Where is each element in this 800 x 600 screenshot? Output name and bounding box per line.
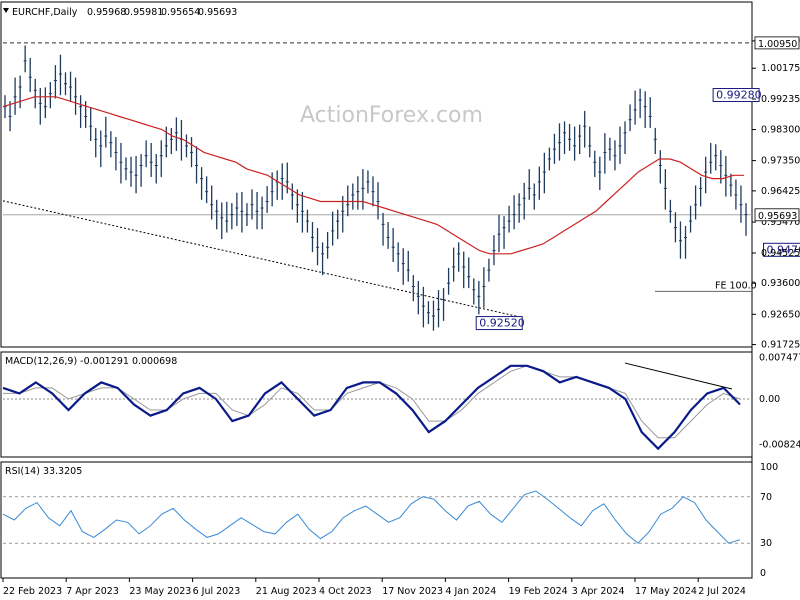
- ohlc-low: 0.95654: [161, 7, 200, 18]
- y-tick-label: 0.96425: [761, 186, 800, 197]
- macd-line: [2, 364, 741, 451]
- annotation-label: 0.92520: [479, 317, 525, 330]
- collapse-triangle-icon[interactable]: [3, 8, 9, 13]
- x-tick-label: 23 May 2023: [129, 586, 191, 597]
- support-trendline: [2, 200, 519, 318]
- panel-frame: [0, 461, 753, 579]
- fe-label: FE 100.0: [715, 280, 757, 291]
- rsi-y-tick: 70: [760, 492, 772, 503]
- y-tick-label: 0.91725: [761, 340, 800, 351]
- y-tick-label: 0.98300: [761, 125, 800, 136]
- macd-label: MACD(12,26,9) -0.001291 0.000698: [5, 356, 177, 367]
- rsi-y-tick: 30: [760, 538, 772, 549]
- rsi-panel: 100 70 30 0: [2, 462, 778, 579]
- x-tick-label: 6 Jul 2023: [193, 586, 241, 597]
- x-tick-label: 3 Apr 2024: [572, 586, 625, 597]
- y-axis: 1.010101.001750.992350.983000.973500.964…: [752, 36, 800, 351]
- y-tick-label: 0.94525: [761, 248, 800, 259]
- rsi-y-tick: 0: [760, 568, 766, 579]
- price-annotation: 0.99280: [712, 87, 762, 102]
- annotation-label: 0.94760: [767, 243, 800, 256]
- panel-frame: [0, 351, 753, 458]
- price-level-box: [754, 36, 800, 50]
- symbol-title: EURCHF,Daily: [12, 7, 78, 18]
- macd-panel: 0.007477 0.00 -0.00824: [2, 353, 800, 451]
- y-tick-label: 0.97350: [761, 156, 800, 167]
- ohlc-open: 0.95968: [87, 7, 126, 18]
- annotation-label: 0.99280: [716, 88, 762, 101]
- signal-line: [3, 365, 741, 439]
- rsi-y-tick: 100: [760, 462, 778, 473]
- price-level-box: [754, 208, 800, 222]
- x-tick-label: 4 Jan 2024: [445, 586, 496, 597]
- ohlc-high: 0.95981: [124, 7, 163, 18]
- x-tick-label: 21 Aug 2023: [256, 586, 317, 597]
- macd-y-tick: 0.007477: [759, 353, 800, 364]
- price-level-label: 1.00950: [758, 39, 797, 50]
- x-axis: 22 Feb 2023 7 Apr 2023 23 May 2023 6 Jul 20…: [2, 578, 746, 597]
- y-tick-label: 0.99235: [761, 94, 800, 105]
- x-tick-label: 2 Jul 2024: [698, 586, 746, 597]
- y-tick-label: 0.95470: [761, 217, 800, 228]
- panel-frame: [0, 1, 753, 348]
- price-level-label: 0.95693: [758, 211, 797, 222]
- x-tick-label: 4 Oct 2023: [319, 586, 372, 597]
- macd-trendline: [624, 362, 733, 390]
- x-tick-label: 17 Nov 2023: [382, 586, 443, 597]
- panel-frames: [0, 1, 753, 579]
- x-tick-label: 7 Apr 2023: [66, 586, 119, 597]
- macd-y-tick: 0.00: [759, 394, 780, 405]
- price-annotation: 0.94760: [763, 242, 800, 257]
- macd-y-tick: -0.00824: [759, 440, 800, 451]
- y-tick-label: 0.92650: [761, 309, 800, 320]
- rsi-line: [2, 490, 741, 544]
- ohlc-close: 0.95693: [198, 7, 237, 18]
- y-tick-label: 0.93600: [761, 278, 800, 289]
- y-tick-label: 1.00175: [761, 63, 800, 74]
- moving-average-line: [2, 96, 744, 255]
- annotation-box: [763, 242, 800, 257]
- chart-title: EURCHF,Daily 0.95968 0.95981 0.95654 0.9…: [3, 7, 237, 18]
- annotation-box: [712, 87, 760, 102]
- x-tick-label: 19 Feb 2024: [509, 586, 568, 597]
- price-annotation: 0.92520: [475, 316, 525, 331]
- watermark: ActionForex.com: [300, 103, 483, 128]
- annotation-box: [475, 316, 523, 331]
- rsi-label: RSI(14) 33.3205: [5, 466, 82, 477]
- x-tick-label: 22 Feb 2023: [3, 586, 62, 597]
- x-tick-label: 17 May 2024: [635, 586, 697, 597]
